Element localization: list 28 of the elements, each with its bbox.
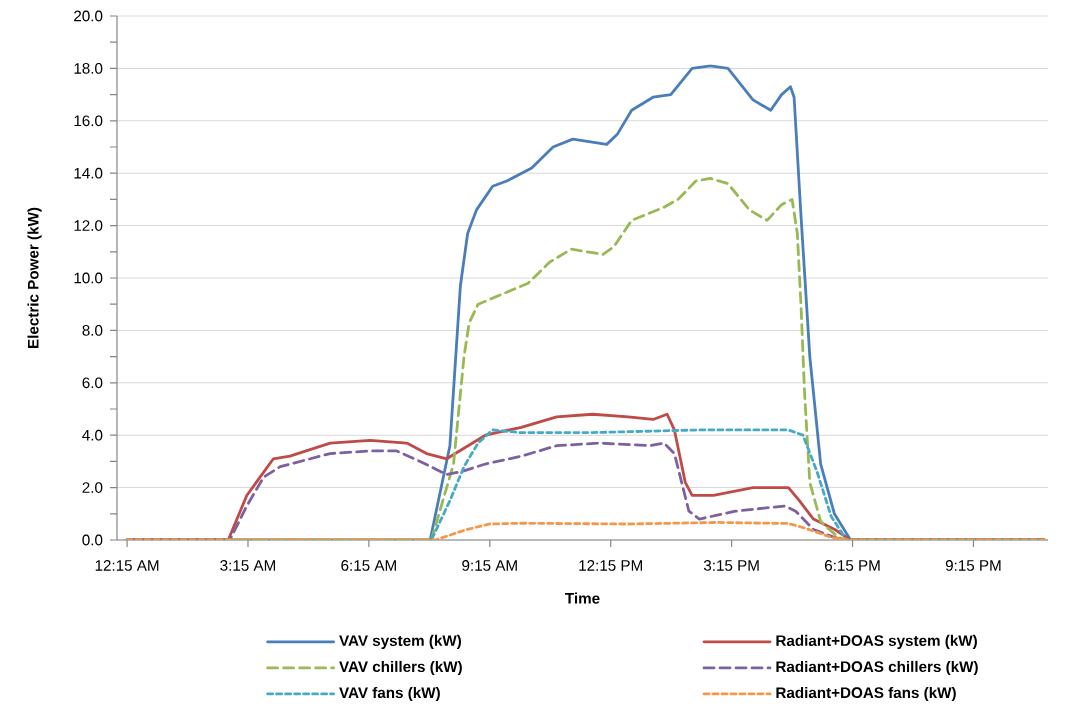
x-tick-label: 12:15 PM [579,560,642,571]
y-tick-label: 8.0 [82,325,103,336]
x-tick-label: 6:15 AM [341,560,396,571]
legend-label: Radiant+DOAS system (kW) [776,634,977,650]
legend-label: VAV system (kW) [339,634,462,650]
y-tick-label: 16.0 [74,115,103,127]
y-tick-label: 20.0 [74,10,103,22]
x-axis-title: Time [565,592,600,604]
legend-label: VAV fans (kW) [339,686,440,702]
y-tick-label: 18.0 [74,63,103,74]
x-tick-label: 3:15 AM [220,560,276,571]
legend-label: VAV chillers (kW) [339,660,462,676]
x-tick-label: 9:15 PM [945,560,1001,571]
y-axis-title: Electric Power (kW) [27,207,42,348]
x-tick-label: 9:15 AM [462,560,517,571]
y-tick-label: 10.0 [74,272,103,284]
x-tick-label: 6:15 PM [825,560,880,571]
legend-label: Radiant+DOAS fans (kW) [776,686,956,702]
x-tick-label: 3:15 PM [703,560,759,571]
y-tick-label: 0.0 [82,534,103,546]
y-tick-label: 4.0 [82,429,103,441]
y-tick-label: 6.0 [82,377,103,389]
y-tick-label: 2.0 [82,482,103,493]
line-series [125,521,1046,540]
y-tick-label: 12.0 [74,220,103,231]
y-tick-label: 14.0 [74,167,103,179]
x-tick-label: 12:15 AM [95,560,159,571]
legend-label: Radiant+DOAS chillers (kW) [776,660,978,676]
